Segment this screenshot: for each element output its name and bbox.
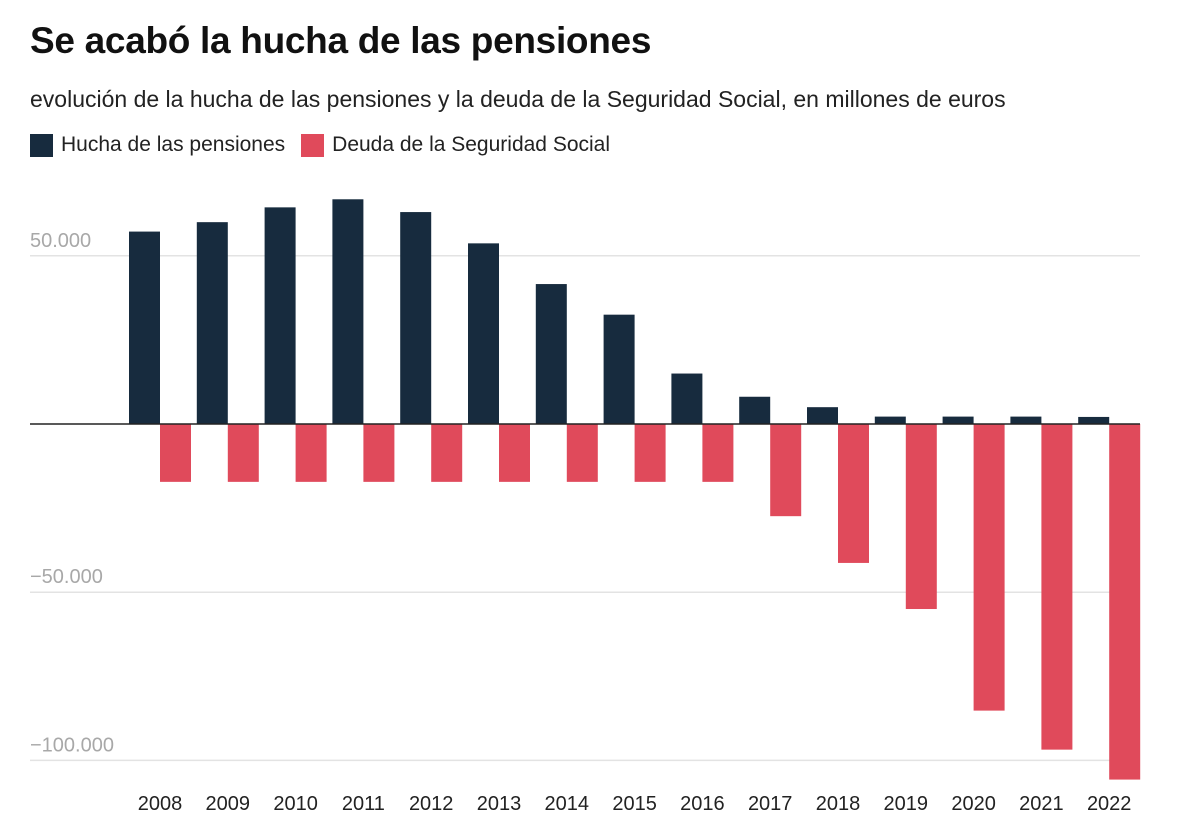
bar-hucha-2022 (1078, 416, 1110, 424)
x-tick-label: 2011 (342, 793, 385, 815)
bar-deuda-2022 (1109, 424, 1141, 780)
bar-hucha-2020 (942, 416, 974, 424)
legend-swatch-hucha (30, 133, 53, 157)
x-tick-label: 2013 (477, 793, 522, 815)
bar-hucha-2009 (196, 222, 228, 424)
x-tick-label: 2008 (138, 793, 183, 815)
chart-subtitle: evolución de la hucha de las pensiones y… (30, 86, 1006, 112)
bar-deuda-2011 (363, 424, 395, 482)
x-tick-label: 2022 (1087, 793, 1132, 815)
x-tick-label: 2016 (680, 793, 725, 815)
bar-hucha-2021 (1010, 416, 1042, 424)
legend-item-hucha: Hucha de las pensiones (30, 133, 285, 157)
bar-hucha-2016 (671, 373, 703, 424)
bar-deuda-2012 (431, 424, 463, 482)
chart-title: Se acabó la hucha de las pensiones (30, 20, 652, 61)
legend-label-hucha: Hucha de las pensiones (61, 133, 286, 156)
bar-deuda-2019 (905, 424, 937, 610)
bar-hucha-2010 (264, 207, 296, 424)
bar-hucha-2012 (400, 212, 432, 424)
bar-hucha-2013 (468, 243, 499, 424)
bar-hucha-2014 (535, 284, 567, 424)
bar-hucha-2019 (874, 416, 906, 424)
x-tick-label: 2010 (273, 793, 318, 815)
bar-deuda-2018 (838, 424, 869, 563)
bar-deuda-2021 (1041, 424, 1073, 750)
y-tick-label: −100.000 (30, 734, 114, 756)
bar-hucha-2011 (332, 199, 364, 424)
bar-deuda-2008 (160, 424, 191, 482)
y-tick-label: −50.000 (30, 566, 103, 588)
bar-hucha-2008 (129, 231, 160, 424)
legend: Hucha de las pensiones Deuda de la Segur… (30, 133, 626, 157)
legend-swatch-deuda (301, 133, 325, 157)
bar-hucha-2015 (603, 314, 635, 424)
x-tick-label: 2017 (748, 793, 793, 815)
bar-deuda-2014 (566, 424, 598, 482)
bar-deuda-2009 (227, 424, 259, 482)
bar-deuda-2010 (295, 424, 327, 482)
legend-label-deuda: Deuda de la Seguridad Social (332, 133, 611, 156)
bar-deuda-2015 (634, 424, 666, 482)
x-tick-label: 2021 (1019, 793, 1064, 815)
x-tick-label: 2009 (206, 793, 251, 815)
bar-deuda-2017 (770, 424, 802, 517)
x-tick-label: 2020 (951, 793, 996, 815)
x-tick-label: 2014 (545, 793, 590, 815)
x-tick-label: 2018 (816, 793, 861, 815)
bar-hucha-2017 (739, 396, 771, 424)
x-tick-label: 2012 (409, 793, 454, 815)
bar-deuda-2013 (499, 424, 530, 482)
bar-hucha-2018 (807, 407, 838, 424)
x-tick-label: 2015 (612, 793, 657, 815)
x-tick-label: 2019 (884, 793, 929, 815)
y-tick-label: 50.000 (30, 230, 91, 252)
bar-deuda-2016 (702, 424, 734, 482)
bar-deuda-2020 (973, 424, 1005, 711)
legend-item-deuda: Deuda de la Seguridad Social (301, 133, 610, 157)
